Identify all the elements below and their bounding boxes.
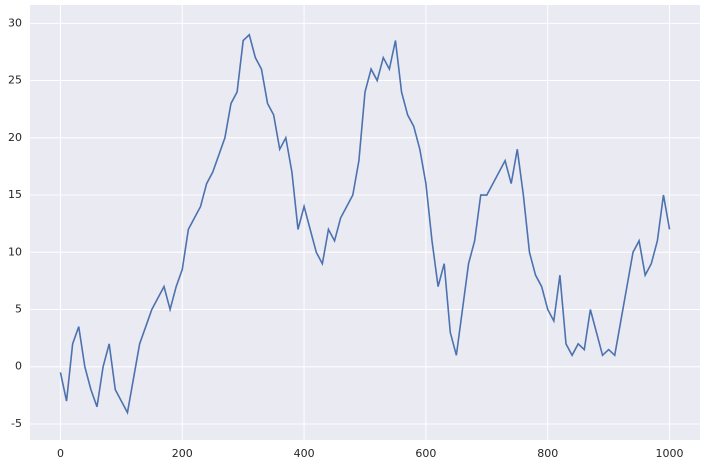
x-tick-label: 200 bbox=[172, 447, 193, 460]
y-tick-label: 15 bbox=[8, 188, 22, 201]
x-tick-label: 1000 bbox=[656, 447, 684, 460]
y-tick-label: 20 bbox=[8, 131, 22, 144]
y-tick-label: 10 bbox=[8, 245, 22, 258]
y-tick-label: 0 bbox=[15, 360, 22, 373]
y-tick-label: 25 bbox=[8, 74, 22, 87]
x-tick-label: 600 bbox=[415, 447, 436, 460]
line bbox=[59, 33, 671, 415]
y-tick-label: 30 bbox=[8, 16, 22, 29]
x-tick-label: 400 bbox=[294, 447, 315, 460]
x-tick-label: 0 bbox=[57, 447, 64, 460]
y-tick-label: -5 bbox=[11, 417, 22, 430]
y-tick-label: 5 bbox=[15, 303, 22, 316]
plot-area bbox=[30, 5, 700, 440]
x-tick-label: 800 bbox=[537, 447, 558, 460]
